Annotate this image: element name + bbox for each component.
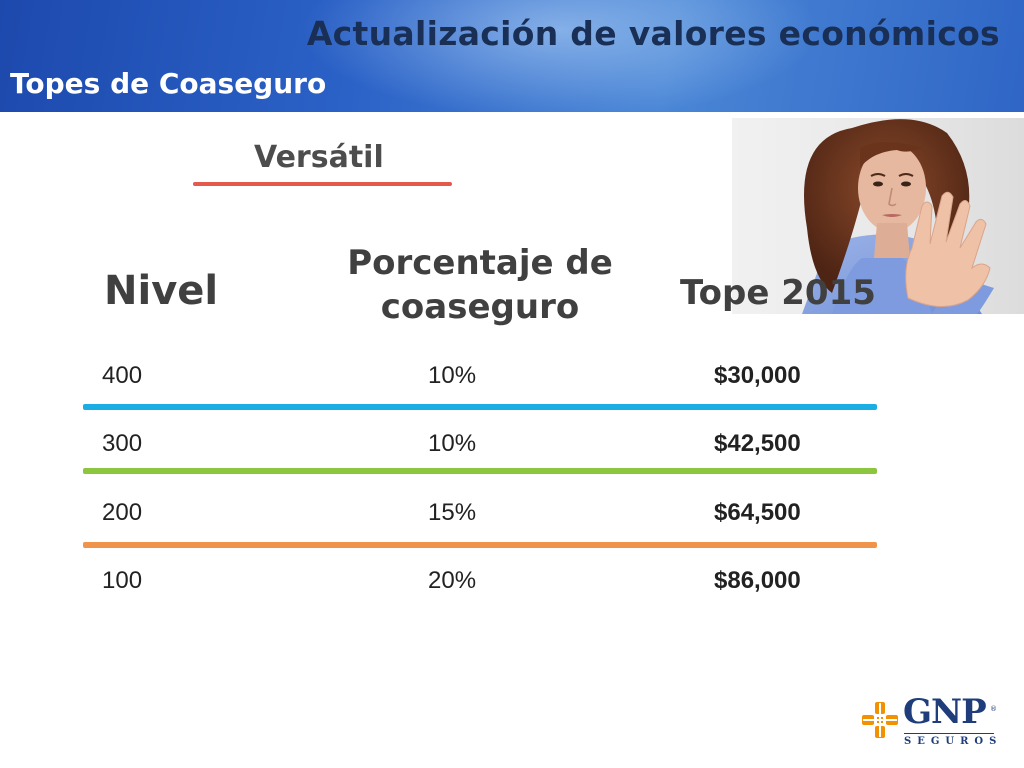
table-row: 400 10% $30,000	[0, 362, 1024, 396]
cell-nivel: 400	[102, 362, 143, 389]
product-underline	[193, 182, 452, 186]
cell-nivel: 200	[102, 499, 143, 526]
stop-gesture-photo	[732, 118, 1024, 314]
gnp-seguros-logo: GNP ® SEGUROS	[858, 692, 998, 754]
cell-tope: $30,000	[714, 362, 801, 389]
title-banner: Actualización de valores económicos Tope…	[0, 0, 1024, 112]
table-row: 100 20% $86,000	[0, 567, 1024, 601]
registered-mark: ®	[990, 705, 997, 713]
banner-glow	[300, 0, 820, 112]
cell-tope: $86,000	[714, 567, 801, 594]
logo-divider	[904, 733, 994, 734]
slide-title: Actualización de valores económicos	[306, 14, 1000, 53]
cell-porcentaje: 10%	[428, 362, 477, 389]
cell-porcentaje: 15%	[428, 499, 477, 526]
cell-porcentaje: 10%	[428, 430, 477, 457]
cell-nivel: 100	[102, 567, 143, 594]
gnp-wordmark: GNP	[903, 692, 987, 732]
row-separator-blue	[83, 404, 877, 410]
column-header-tope: Tope 2015	[680, 273, 876, 313]
row-separator-green	[83, 468, 877, 474]
table-row: 200 15% $64,500	[0, 499, 1024, 533]
cell-tope: $64,500	[714, 499, 801, 526]
column-header-porcentaje: Porcentaje de coaseguro	[347, 243, 613, 327]
column-header-nivel: Nivel	[104, 268, 219, 314]
row-separator-orange	[83, 542, 877, 548]
cell-tope: $42,500	[714, 430, 801, 457]
product-name: Versátil	[254, 140, 384, 175]
slide-subtitle: Topes de Coaseguro	[10, 67, 327, 100]
woman-stop-hand-illustration	[802, 119, 994, 314]
cell-porcentaje: 20%	[428, 567, 477, 594]
cell-nivel: 300	[102, 430, 143, 457]
gnp-cross-mark-icon	[860, 700, 900, 740]
logo-tagline: SEGUROS	[904, 736, 1003, 747]
table-row: 300 10% $42,500	[0, 430, 1024, 464]
